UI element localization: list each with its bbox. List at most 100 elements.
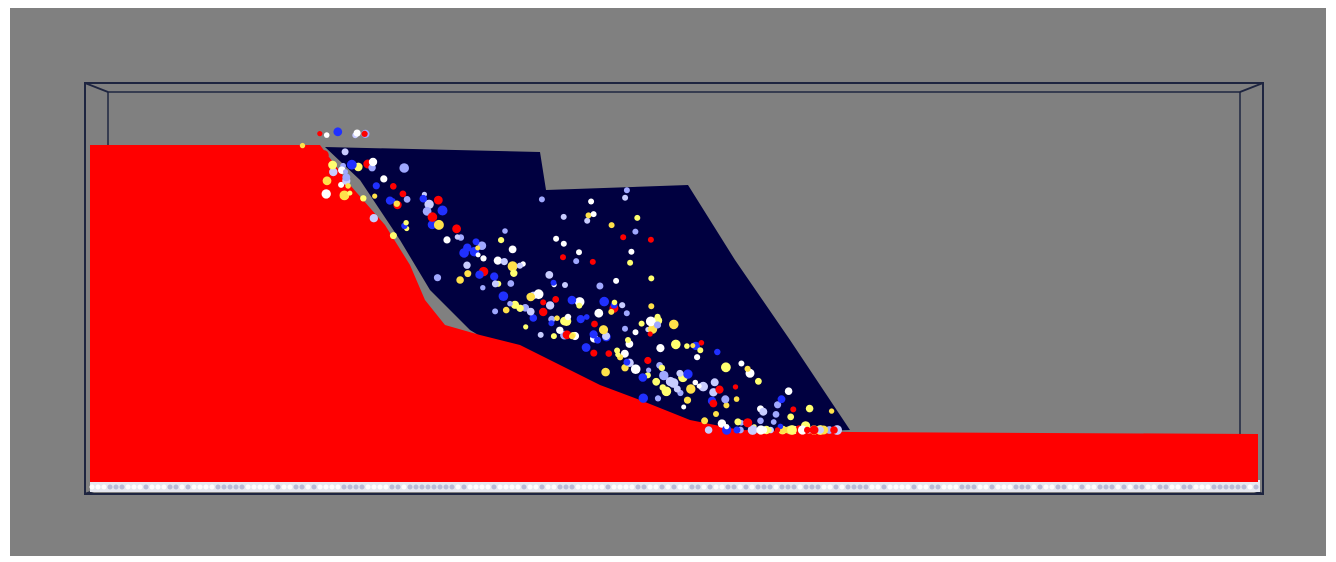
particle — [686, 384, 695, 393]
base-grain — [246, 485, 251, 490]
base-grain — [594, 485, 599, 490]
particle — [556, 327, 563, 334]
particle — [591, 321, 598, 328]
particle — [507, 301, 513, 307]
particle — [773, 411, 780, 418]
base-grain — [1140, 485, 1145, 490]
base-grain — [624, 485, 629, 490]
base-grain — [786, 485, 791, 490]
particle — [681, 405, 686, 410]
base-grain — [744, 485, 749, 490]
particle — [494, 257, 502, 265]
base-grain — [972, 485, 977, 490]
particle — [646, 368, 651, 373]
particle — [624, 359, 631, 366]
base-grain — [618, 485, 623, 490]
base-grain — [720, 485, 725, 490]
particle — [710, 400, 718, 408]
page: Particle simulation {} html, body { marg… — [0, 0, 1336, 562]
particle — [631, 364, 641, 374]
base-grain — [798, 485, 803, 490]
particle — [694, 354, 700, 360]
particle — [507, 280, 514, 287]
particle — [609, 222, 615, 228]
base-grain — [702, 485, 707, 490]
particle — [323, 176, 332, 185]
base-grain — [498, 485, 503, 490]
particle — [785, 387, 793, 395]
particle — [372, 194, 377, 199]
base-grain — [450, 485, 455, 490]
base-grain — [318, 485, 323, 490]
base-grain — [276, 485, 281, 490]
particle — [347, 191, 352, 196]
base-grain — [1020, 485, 1025, 490]
particle — [345, 183, 351, 189]
base-grain — [1104, 485, 1109, 490]
particle — [771, 419, 777, 425]
particle — [705, 426, 713, 434]
base-grain — [1008, 485, 1013, 490]
particle — [492, 280, 499, 287]
base-grain — [978, 485, 983, 490]
base-grain — [1056, 485, 1061, 490]
base-grain — [858, 485, 863, 490]
base-grain — [1062, 485, 1067, 490]
particle — [342, 148, 349, 155]
particle — [714, 349, 720, 355]
base-grain — [114, 485, 119, 490]
base-grain — [1080, 485, 1085, 490]
particle — [545, 271, 553, 279]
base-grain — [342, 485, 347, 490]
base-grain — [1086, 485, 1091, 490]
base-grain — [108, 485, 113, 490]
particle — [546, 301, 554, 309]
base-grain — [564, 485, 569, 490]
particle — [615, 352, 620, 357]
base-grain — [396, 485, 401, 490]
base-grain — [570, 485, 575, 490]
base-grain — [228, 485, 233, 490]
particle — [464, 270, 471, 277]
particle — [456, 276, 464, 284]
particle — [656, 344, 664, 352]
base-grain — [552, 485, 557, 490]
particle — [502, 228, 508, 234]
particle — [599, 297, 609, 307]
particle — [659, 371, 668, 380]
base-grain — [420, 485, 425, 490]
base-grain — [294, 485, 299, 490]
base-grain — [846, 485, 851, 490]
particle — [452, 224, 461, 233]
particle — [582, 343, 591, 352]
base-grain — [1176, 485, 1181, 490]
base-grain — [816, 485, 821, 490]
base-grain — [1122, 485, 1127, 490]
base-grain — [1002, 485, 1007, 490]
particle — [577, 315, 585, 323]
particle — [738, 361, 744, 367]
base-grain — [1194, 485, 1199, 490]
base-grain — [588, 485, 593, 490]
particle — [538, 332, 544, 338]
particle — [810, 426, 819, 435]
base-grain — [456, 485, 461, 490]
base-grain — [252, 485, 257, 490]
particle — [625, 337, 631, 343]
particle — [624, 187, 630, 193]
particle — [669, 320, 679, 330]
base-grain — [486, 485, 491, 490]
particle — [324, 132, 330, 138]
particle — [648, 331, 653, 336]
particle — [473, 239, 479, 245]
particle — [342, 173, 350, 181]
particle — [652, 378, 660, 386]
particle — [400, 191, 407, 198]
base-grain — [984, 485, 989, 490]
particle — [733, 384, 738, 389]
particle — [619, 302, 625, 308]
base-grain — [732, 485, 737, 490]
particle — [806, 405, 814, 413]
base-grain — [708, 485, 713, 490]
particle — [552, 296, 559, 303]
